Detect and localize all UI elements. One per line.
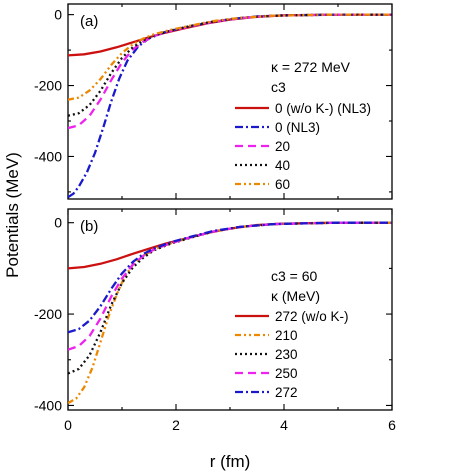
x-tick-label: 0	[64, 417, 72, 433]
legend-label-40: 40	[275, 158, 290, 173]
y-tick-label: 0	[54, 7, 62, 23]
y-tick-label: 0	[54, 215, 62, 231]
legend-label-20: 20	[275, 139, 290, 154]
legend-label-0-w-o-k-nl3: 0 (w/o K-) (NL3)	[275, 101, 371, 116]
legend-label-250: 250	[275, 366, 298, 381]
panel-a: 0 -200 -400 (a) κ = 272 MeV c3 0 (w/o K-) (NL3…	[34, 3, 393, 200]
panel-label: (a)	[80, 13, 98, 30]
legend-label-210: 210	[275, 328, 298, 343]
y-tick-label: -400	[34, 397, 62, 413]
panel-b: 0 2 4 6 0 -200 -400 (b) c3 = 60 κ (MeV) 272 (w/o K…	[34, 208, 396, 433]
y-tick-label: -200	[34, 306, 62, 322]
series-line-250	[68, 221, 392, 351]
legend-subheader: c3	[271, 79, 286, 95]
legend-label-60: 60	[275, 177, 290, 192]
y-tick-label: -400	[34, 148, 62, 164]
legend-header: c3 = 60	[271, 268, 318, 284]
series-line-272	[68, 221, 392, 334]
series-line-0-w-o-k-nl3	[68, 13, 392, 57]
x-axis-label: r (fm)	[210, 452, 251, 471]
legend-label-272: 272	[275, 385, 298, 400]
x-tick-label: 4	[280, 417, 288, 433]
legend-header: κ = 272 MeV	[271, 59, 351, 75]
legend-label-230: 230	[275, 347, 298, 362]
panel-label: (b)	[80, 218, 98, 235]
y-axis-label: Potentials (MeV)	[3, 152, 22, 278]
y-tick-label: -200	[34, 78, 62, 94]
x-tick-label: 6	[388, 417, 396, 433]
x-tick-label: 2	[172, 417, 180, 433]
legend-label-0-nl3: 0 (NL3)	[275, 120, 320, 135]
legend-subheader: κ (MeV)	[271, 288, 320, 304]
legend-label-272-w-o-k: 272 (w/o K-)	[275, 309, 349, 324]
series-line-60	[68, 13, 392, 101]
